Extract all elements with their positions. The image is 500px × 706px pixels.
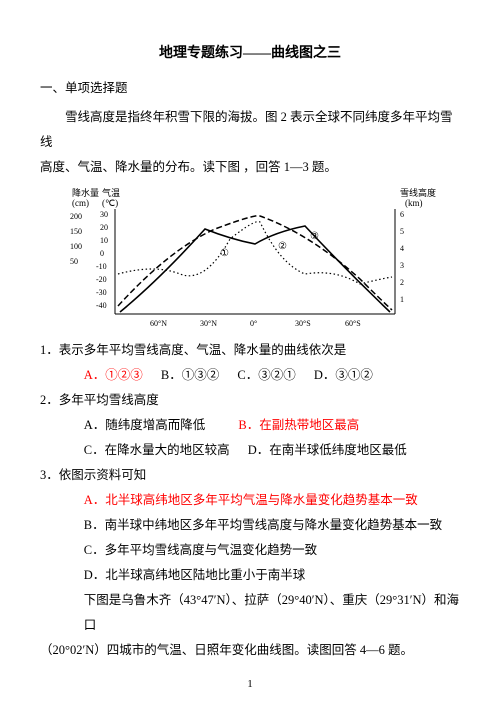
q1-options: A．①②③ B．①③② C．③②① D．③①② [40,363,460,388]
q1-opt-b: B．①③② [161,368,219,382]
q3-opt-b: B．南半球中纬地区多年平均雪线高度与降水量变化趋势基本一致 [40,513,460,538]
q2-stem: 2．多年平均雪线高度 [40,388,460,413]
snowline-chart: 降水量 (cm) 气温 (℃) 雪线高度 (km) 200 150 100 50… [60,184,440,334]
q2-row1: A．随纬度增高而降低 B．在副热带地区最高 [40,413,460,438]
q3-opt-c: C．多年平均雪线高度与气温变化趋势一致 [40,538,460,563]
l2-t6: -30 [96,288,107,297]
left-axis2-unit: (℃) [102,198,118,208]
left-axis1-label: 降水量 [72,187,99,198]
intro-line-2: 高度、气温、降水量的分布。读下图 ，回答 1—3 题。 [40,155,460,180]
marker-1: ① [220,248,229,259]
r-t1: 5 [400,227,404,236]
l2-t5: -20 [96,275,107,284]
q2-row2: C．在降水量大的地区较高 D．在南半球低纬度地区最低 [40,438,460,463]
q2-opt-d: D．在南半球低纬度地区最低 [248,438,407,463]
l2-t4: -10 [96,262,107,271]
l2-t0: 30 [100,210,108,219]
l1-t2: 100 [70,242,82,251]
l1-t0: 200 [70,212,82,221]
marker-2: ② [278,241,287,252]
q3-follow-1: 下图是乌鲁木齐（43°47′N）、拉萨（29°40′N）、重庆（29°31′N）… [40,588,460,638]
r-t0: 6 [400,210,404,219]
q1-opt-d: D．③①② [314,368,373,382]
left-axis2-label: 气温 [102,187,120,198]
right-axis-label: 雪线高度 [400,187,436,198]
left-axis1-unit: (cm) [72,198,89,208]
intro-line-1: 雪线高度是指终年积雪下限的海拔。图 2 表示全球不同纬度多年平均雪线 [40,105,460,155]
q1-stem: 1．表示多年平均雪线高度、气温、降水量的曲线依次是 [40,338,460,363]
x-t3: 30°S [295,319,311,328]
page-number: 1 [40,673,460,695]
l2-t3: 0 [100,249,104,258]
x-t4: 60°S [345,319,361,328]
q3-stem: 3．依图示资料可知 [40,463,460,488]
x-t2: 0° [250,319,257,328]
r-t2: 4 [400,244,404,253]
x-t1: 30°N [200,319,217,328]
r-t3: 3 [400,261,404,270]
l1-t1: 150 [70,227,82,236]
r-t4: 2 [400,278,404,287]
q3-opt-d: D．北半球高纬地区陆地比重小于南半球 [40,563,460,588]
l2-t1: 20 [100,223,108,232]
q3-follow-2: （20°02′N）四城市的气温、日照年变化曲线图。读图回答 4—6 题。 [40,638,460,663]
r-t5: 1 [400,295,404,304]
x-t0: 60°N [150,319,167,328]
l2-t7: -40 [96,301,107,310]
page-title: 地理专题练习——曲线图之三 [40,40,460,68]
right-axis-unit: (km) [405,198,423,208]
q2-opt-a: A．随纬度增高而降低 [84,418,206,432]
q1-opt-c: C．③②① [237,368,295,382]
section-heading: 一、单项选择题 [40,76,460,101]
l1-t3: 50 [70,257,78,266]
q3-opt-a: A．北半球高纬地区多年平均气温与降水量变化趋势基本一致 [40,488,460,513]
q2-opt-b: B．在副热带地区最高 [238,413,359,438]
q1-opt-a: A．①②③ [84,368,143,382]
marker-3: ③ [310,231,319,242]
q2-opt-c: C．在降水量大的地区较高 [84,443,230,457]
l2-t2: 10 [100,236,108,245]
